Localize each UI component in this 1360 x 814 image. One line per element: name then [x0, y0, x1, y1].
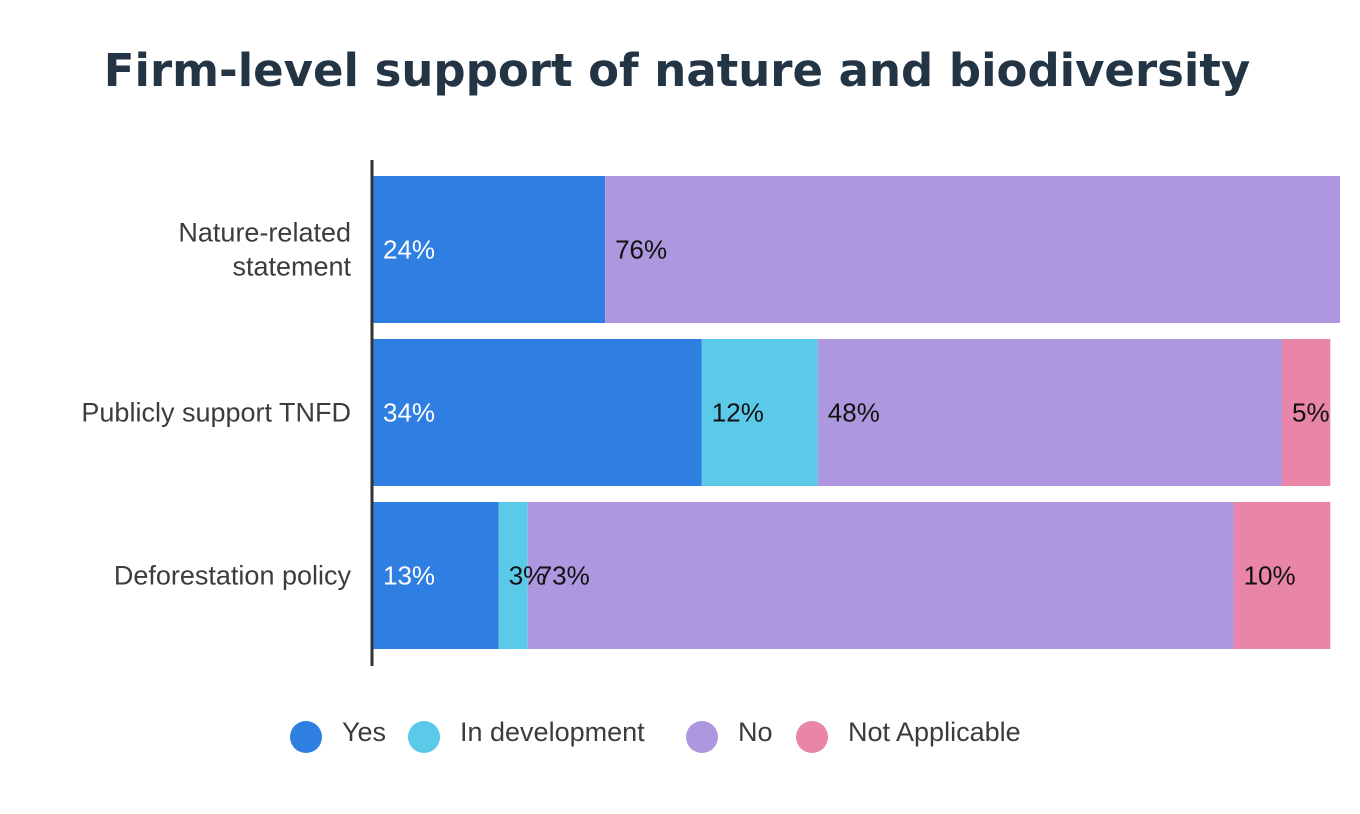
- data-label: 73%: [538, 561, 590, 591]
- chart-title: Firm-level support of nature and biodive…: [104, 44, 1250, 97]
- legend-label: In development: [460, 717, 645, 747]
- category-labels: Nature-related statement Publicly support …: [81, 218, 351, 591]
- category-label: Nature-related: [178, 218, 351, 248]
- bar-segment: [527, 502, 1234, 649]
- category-label: Deforestation policy: [114, 561, 352, 591]
- bar-segment: [1282, 339, 1331, 486]
- bar-segment: [1233, 502, 1331, 649]
- category-label: Publicly support TNFD: [81, 398, 351, 428]
- legend-label: No: [738, 717, 773, 747]
- bar-segment: [373, 339, 702, 486]
- legend: Yes In development No Not Applicable: [290, 717, 1021, 753]
- bars-group: [373, 176, 1340, 649]
- bar-segment: [373, 176, 606, 323]
- legend-marker: [686, 721, 718, 753]
- data-label: 76%: [615, 235, 667, 265]
- bar-segment: [373, 502, 499, 649]
- data-label: 10%: [1244, 561, 1296, 591]
- value-labels: 24% 76% 34% 12% 48% 5% 13% 3%73% 10%: [383, 235, 1330, 591]
- legend-marker: [796, 721, 828, 753]
- data-label: 48%: [828, 398, 880, 428]
- data-label: 12%: [712, 398, 764, 428]
- bar-segment: [605, 176, 1340, 323]
- legend-marker: [290, 721, 322, 753]
- category-label: statement: [232, 252, 351, 282]
- data-label: 5%: [1292, 398, 1330, 428]
- bar-segment: [498, 502, 528, 649]
- data-label: 13%: [383, 561, 435, 591]
- legend-label: Yes: [342, 717, 386, 747]
- legend-label: Not Applicable: [848, 717, 1021, 747]
- data-label: 3%: [509, 561, 547, 591]
- data-label: 34%: [383, 398, 435, 428]
- legend-marker: [408, 721, 440, 753]
- bar-segment: [701, 339, 818, 486]
- data-label: 24%: [383, 235, 435, 265]
- bar-segment: [817, 339, 1282, 486]
